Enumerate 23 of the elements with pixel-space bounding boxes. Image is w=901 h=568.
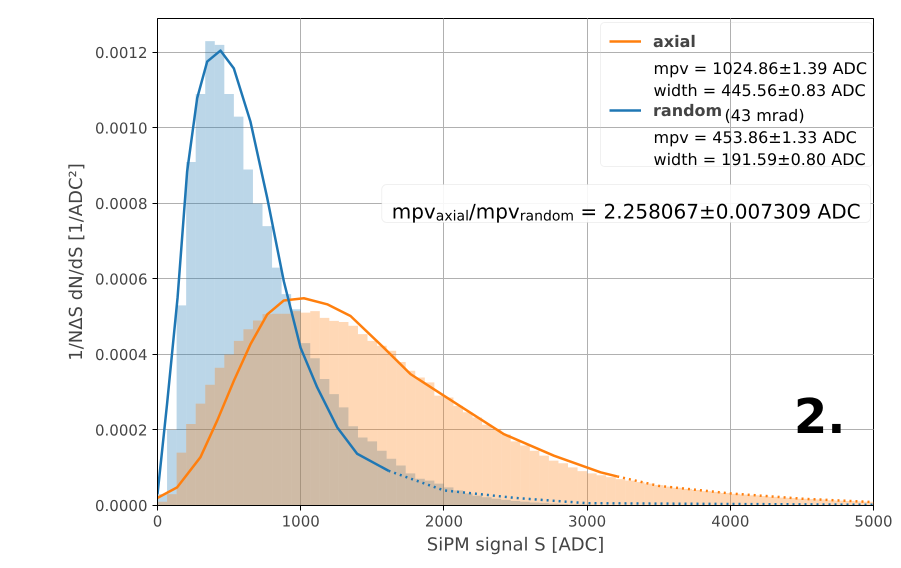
y-tick-label: 0.0002 [95,421,148,440]
x-tick-label: 0 [152,512,162,530]
x-tick-label: 5000 [854,512,893,530]
x-tick-label: 2000 [424,512,463,530]
x-axis-title: SiPM signal S [ADC] [426,534,604,556]
x-tick-label: 4000 [711,512,750,530]
x-tick-label: 1000 [282,512,320,530]
annotation: width = 445.56±0.83 ADC [654,81,866,100]
y-tick-label: 0.0010 [95,119,148,138]
y-tick-label: 0.0008 [95,194,148,213]
annotation: mpv = 1024.86±1.39 ADC [654,59,868,78]
annotation: width = 191.59±0.80 ADC [654,150,866,169]
y-tick-label: 0.0006 [95,270,148,288]
legend-label: random [653,100,722,121]
legend-label: axial [653,30,696,52]
x-tick-label: 3000 [568,512,606,530]
annotation: 2. [794,389,846,445]
y-tick-label: 0.0012 [95,44,148,62]
y-tick-label: 0.0000 [95,497,148,515]
y-axis-title: 1/NΔS dN/dS [1/ADC²] [66,163,88,361]
y-tick-label: 0.0004 [95,346,148,364]
annotation: mpv = 453.86±1.33 ADC [654,128,857,147]
annotation: (43 mrad) [724,106,805,125]
